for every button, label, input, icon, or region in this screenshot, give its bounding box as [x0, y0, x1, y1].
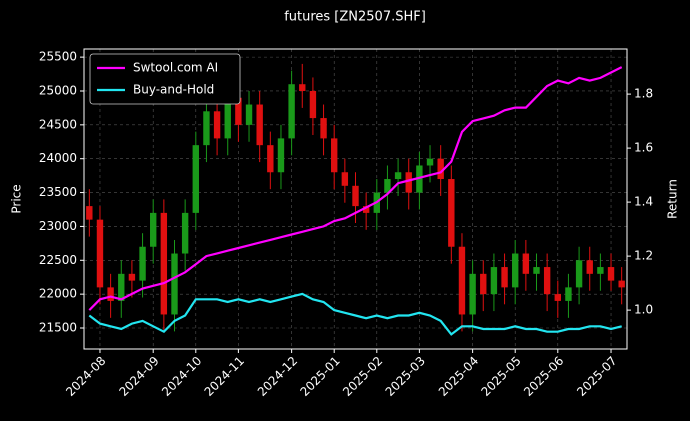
candle-body [597, 267, 604, 274]
candle-body [426, 158, 434, 166]
candle-body [575, 260, 583, 288]
candle-body [618, 280, 625, 288]
candle-body [128, 273, 136, 281]
y2-tick-label: 1.6 [634, 141, 653, 155]
x-tick-label: 2024-11 [202, 354, 247, 399]
y2-tick-label: 1.0 [634, 303, 653, 317]
candle-body [288, 84, 295, 139]
x-tick-label: 2025-02 [340, 354, 385, 399]
candle-body [469, 273, 476, 315]
candle-body [458, 246, 466, 315]
x-tick-label: 2024-12 [255, 354, 300, 399]
y2-axis-label: Return [666, 179, 680, 219]
candle-body [533, 267, 540, 274]
candle-body [320, 118, 327, 139]
candle-body [235, 97, 242, 125]
x-tick-label: 2025-05 [478, 354, 523, 399]
y2-tick-label: 1.2 [634, 249, 653, 263]
y-tick-label: 22000 [39, 287, 77, 301]
x-tick-label: 2024-08 [63, 354, 108, 399]
candle-body [522, 253, 530, 274]
candle-body [586, 260, 593, 274]
y-axis-label: Price [10, 184, 24, 213]
y2-tick-label: 1.8 [634, 87, 653, 101]
legend-label: Swtool.com AI [133, 61, 218, 75]
candle-body [341, 172, 349, 186]
candle-body [256, 104, 263, 146]
x-tick-label: 2024-09 [116, 354, 161, 399]
candle-body [607, 267, 615, 281]
y-tick-label: 25500 [39, 50, 77, 64]
candle-body [501, 267, 508, 288]
candle-body [437, 158, 444, 180]
y2-tick-label: 1.4 [634, 195, 653, 209]
candle-body [107, 287, 114, 301]
candle-body [277, 138, 285, 173]
candle-body [352, 185, 359, 207]
candle-body [203, 111, 210, 146]
x-tick-label: 2025-07 [574, 354, 619, 399]
y-tick-label: 23500 [39, 185, 77, 199]
return-line [88, 292, 622, 336]
legend: Swtool.com AI Buy-and-Hold [89, 53, 241, 105]
candle-body [416, 165, 423, 193]
x-tick-label: 2025-04 [436, 354, 481, 399]
x-tick-label: 2025-01 [297, 354, 342, 399]
plot-frame [83, 48, 628, 350]
candle-body [554, 294, 561, 301]
candle-body [309, 90, 317, 119]
candle-body [384, 179, 391, 193]
candle-body [192, 145, 199, 213]
candle-body [86, 206, 93, 220]
candle-body [405, 172, 412, 193]
return-line [88, 66, 623, 311]
candle-body [213, 111, 221, 139]
candle-body [543, 267, 551, 295]
candle-body [96, 219, 104, 288]
y-tick-label: 21500 [39, 321, 77, 335]
candle-body [171, 253, 178, 315]
x-tick-label: 2025-06 [521, 354, 566, 399]
chart-title: futures [ZN2507.SHF] [284, 10, 426, 25]
y-tick-label: 24000 [39, 151, 77, 165]
y-tick-label: 23000 [39, 219, 77, 233]
legend-box [89, 53, 241, 105]
candle-body [331, 138, 338, 173]
y-tick-label: 24500 [39, 117, 77, 131]
candle-body [267, 145, 274, 173]
candle-body [512, 253, 519, 288]
x-tick-label: 2024-10 [159, 354, 204, 399]
candle-body [394, 172, 402, 180]
candle-body [565, 287, 572, 301]
candle-body [490, 267, 498, 295]
candle-body [139, 246, 146, 281]
candle-body [480, 273, 487, 295]
candle-body [224, 97, 231, 139]
x-tick-label: 2025-03 [383, 354, 428, 399]
candle-body [150, 212, 157, 247]
candle-body [181, 212, 189, 254]
y-tick-label: 22500 [39, 253, 77, 267]
candle-body [299, 84, 306, 91]
y-tick-label: 25000 [39, 83, 77, 97]
candle-body [118, 273, 125, 301]
legend-label: Buy-and-Hold [133, 83, 214, 97]
candle-body [362, 206, 370, 213]
candle-body [245, 104, 253, 125]
candle-body [160, 212, 168, 315]
candle-body [448, 179, 455, 247]
